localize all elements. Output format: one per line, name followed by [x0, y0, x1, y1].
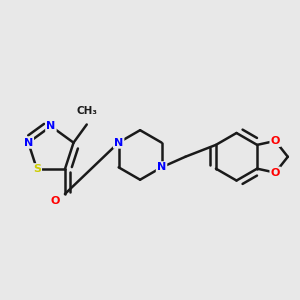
Text: N: N [24, 138, 33, 148]
Text: O: O [271, 168, 280, 178]
Text: S: S [33, 164, 41, 174]
Text: N: N [46, 121, 56, 131]
Text: N: N [114, 138, 123, 148]
Text: N: N [157, 162, 166, 172]
Text: O: O [271, 136, 280, 146]
Text: O: O [51, 196, 60, 206]
Text: CH₃: CH₃ [76, 106, 97, 116]
